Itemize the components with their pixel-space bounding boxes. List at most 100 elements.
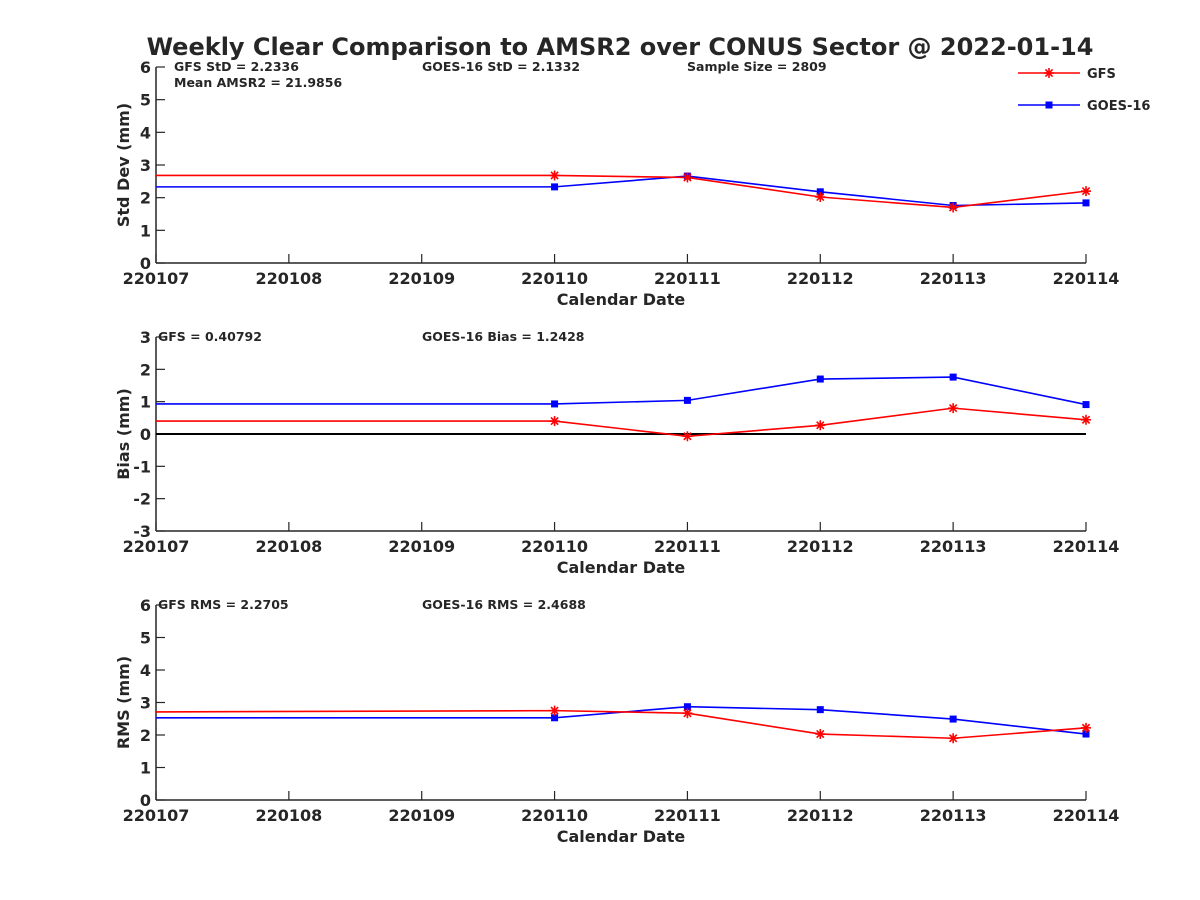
data-point-goes-16 — [683, 396, 691, 404]
x-tick-label: 220114 — [1053, 806, 1120, 825]
data-point-gfs — [815, 192, 826, 203]
data-point-goes-16 — [1082, 730, 1090, 738]
legend-entry-2: GOES-16 — [1018, 99, 1150, 114]
x-tick-label: 220110 — [521, 269, 588, 288]
y-axis-label: RMS (mm) — [114, 656, 133, 749]
y-tick-label: -1 — [133, 457, 151, 476]
x-tick-label: 220107 — [123, 269, 190, 288]
data-point-gfs — [549, 416, 560, 427]
y-axis-label: Bias (mm) — [114, 388, 133, 480]
data-point-gfs — [815, 729, 826, 740]
y-tick-label: 3 — [140, 156, 151, 175]
data-point-gfs — [549, 705, 560, 716]
x-tick-label: 220109 — [388, 269, 455, 288]
y-tick-label: 2 — [140, 189, 151, 208]
data-point-gfs — [1081, 414, 1091, 425]
x-axis-label: Calendar Date — [557, 827, 686, 846]
y-tick-label: 0 — [140, 254, 151, 273]
x-tick-label: 220114 — [1053, 269, 1120, 288]
x-tick-label: 220109 — [388, 806, 455, 825]
y-tick-label: 5 — [140, 91, 151, 110]
data-point-gfs — [682, 708, 693, 719]
data-point-goes-16 — [551, 183, 559, 191]
legend-asterisk-marker — [1044, 68, 1054, 78]
x-tick-label: 220108 — [255, 269, 322, 288]
stat-annotation-left: GFS StD = 2.2336 — [174, 59, 299, 74]
data-point-goes-16 — [551, 714, 559, 722]
legend: GFS GOES-16 — [1018, 67, 1150, 114]
legend-label: GFS — [1087, 67, 1116, 82]
y-tick-label: 6 — [140, 596, 151, 615]
data-point-gfs — [682, 431, 693, 442]
y-tick-label: -2 — [133, 490, 151, 509]
x-tick-label: 220108 — [255, 806, 322, 825]
x-tick-label: 220113 — [920, 806, 987, 825]
data-point-goes-16 — [816, 188, 824, 196]
x-tick-label: 220111 — [654, 537, 721, 556]
data-point-gfs — [1081, 186, 1091, 197]
y-tick-label: 1 — [140, 221, 151, 240]
x-axis-label: Calendar Date — [557, 290, 686, 309]
data-point-goes-16 — [949, 373, 957, 381]
y-tick-label: 1 — [140, 759, 151, 778]
data-point-gfs — [815, 420, 826, 431]
stat-annotation-middle: GOES-16 RMS = 2.4688 — [422, 597, 586, 612]
legend-entry-1: GFS — [1018, 67, 1116, 82]
stat-annotation-middle: GOES-16 Bias = 1.2428 — [422, 329, 584, 344]
y-tick-label: 1 — [140, 393, 151, 412]
y-tick-label: 4 — [140, 123, 151, 142]
series-line-goes-16 — [156, 705, 1087, 735]
panel-1: 0 1 2 3 4 5 6 220107 220108 220109 220110 220111 220… — [114, 58, 1119, 309]
x-tick-label: 220112 — [787, 806, 854, 825]
data-point-goes-16 — [1082, 401, 1090, 409]
y-axis-label: Std Dev (mm) — [114, 103, 133, 227]
y-tick-label: 5 — [140, 629, 151, 648]
stat-annotation-middle: GOES-16 StD = 2.1332 — [422, 59, 580, 74]
x-tick-label: 220107 — [123, 806, 190, 825]
data-point-goes-16 — [816, 706, 824, 714]
stat-annotation-right: Sample Size = 2809 — [687, 59, 827, 74]
x-tick-label: 220114 — [1053, 537, 1120, 556]
x-tick-label: 220110 — [521, 537, 588, 556]
y-tick-label: 3 — [140, 694, 151, 713]
panel-2: -3 -2 -1 0 1 2 3 220107 220108 220109 220110 220111… — [114, 328, 1119, 577]
x-tick-label: 220113 — [920, 537, 987, 556]
x-tick-label: 220113 — [920, 269, 987, 288]
y-tick-label: 0 — [140, 791, 151, 810]
x-tick-label: 220108 — [255, 537, 322, 556]
x-axis-label: Calendar Date — [557, 558, 686, 577]
data-point-gfs — [682, 172, 693, 183]
data-point-gfs — [549, 170, 560, 181]
x-tick-label: 220109 — [388, 537, 455, 556]
data-point-goes-16 — [1082, 199, 1090, 207]
stat-annotation-left2: Mean AMSR2 = 21.9856 — [174, 75, 342, 90]
data-point-goes-16 — [816, 375, 824, 383]
data-point-goes-16 — [551, 400, 559, 408]
y-tick-label: 6 — [140, 58, 151, 77]
chart-title: Weekly Clear Comparison to AMSR2 over CO… — [147, 33, 1094, 61]
x-tick-label: 220107 — [123, 537, 190, 556]
data-point-gfs — [948, 202, 959, 213]
legend-label: GOES-16 — [1087, 99, 1150, 114]
y-tick-label: 2 — [140, 360, 151, 379]
x-tick-label: 220112 — [787, 537, 854, 556]
y-tick-label: -3 — [133, 522, 151, 541]
data-point-gfs — [1081, 722, 1091, 733]
series-line-gfs — [156, 407, 1087, 438]
series-line-goes-16 — [156, 376, 1087, 406]
y-tick-label: 0 — [140, 425, 151, 444]
y-tick-label: 2 — [140, 726, 151, 745]
stat-annotation-left: GFS = 0.40792 — [158, 329, 262, 344]
stat-annotation-left: GFS RMS = 2.2705 — [158, 597, 289, 612]
x-tick-label: 220110 — [521, 806, 588, 825]
data-point-goes-16 — [949, 715, 957, 723]
data-point-goes-16 — [683, 703, 691, 711]
x-tick-label: 220112 — [787, 269, 854, 288]
data-point-gfs — [948, 403, 959, 414]
legend-square-marker — [1045, 101, 1053, 109]
x-tick-label: 220111 — [654, 269, 721, 288]
series-line-gfs — [156, 174, 1087, 209]
panel-3: 0 1 2 3 4 5 6 220107 220108 220109 220110 220111 220… — [114, 596, 1119, 846]
